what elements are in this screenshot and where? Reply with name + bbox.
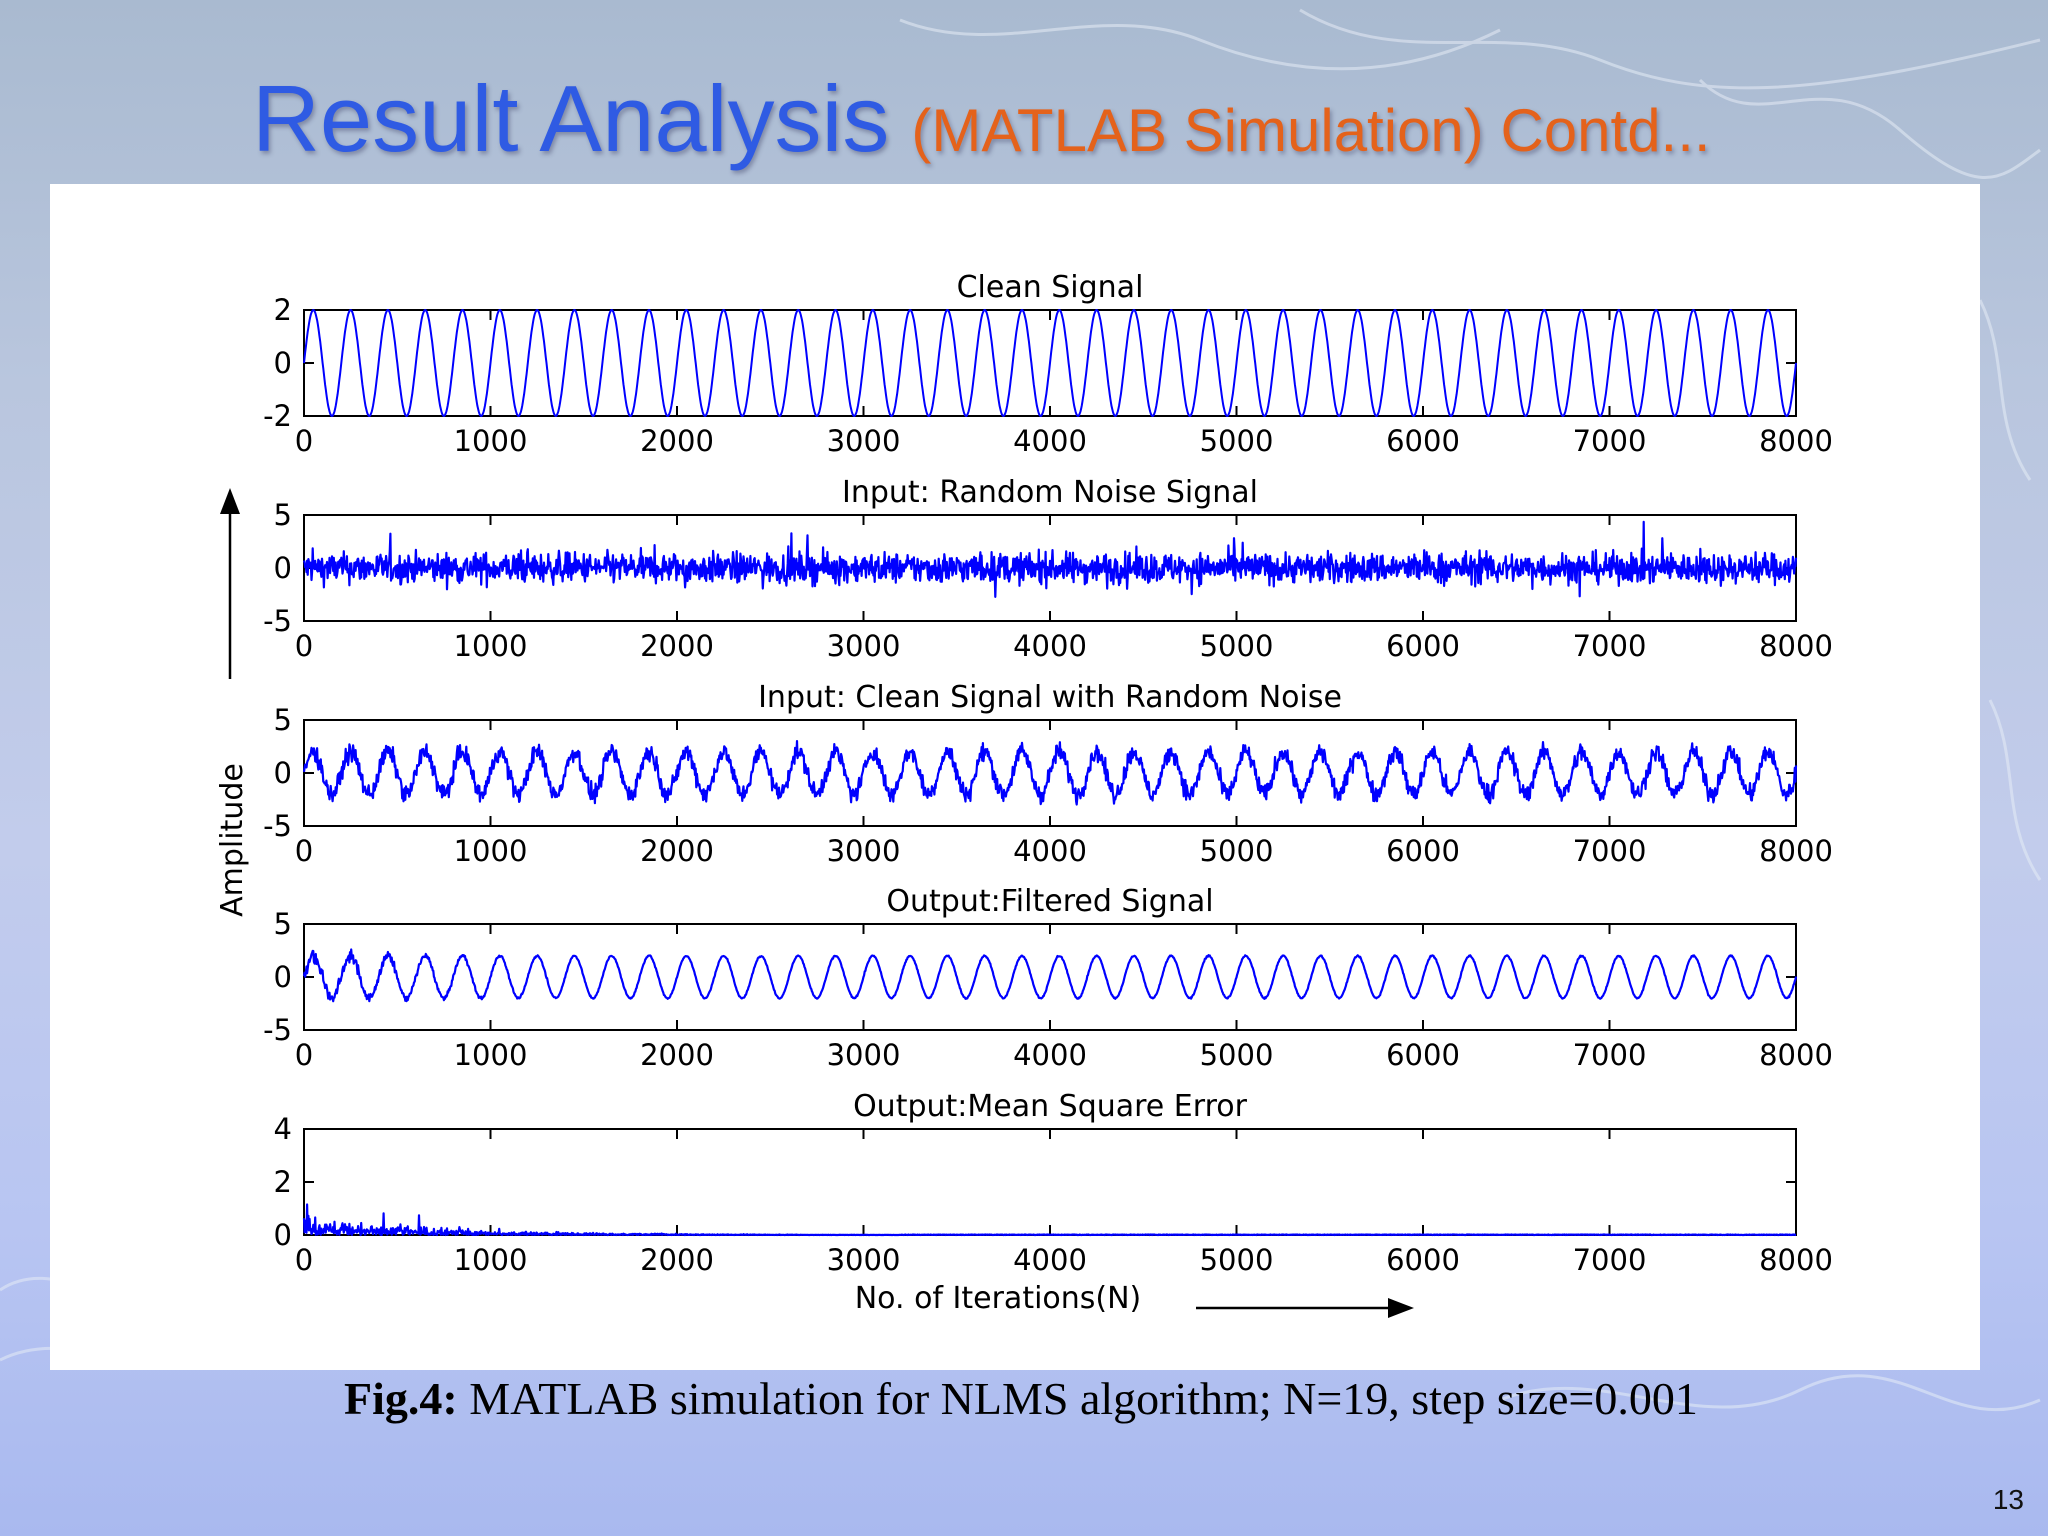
subplot-title-4: Output:Filtered Signal bbox=[886, 884, 1213, 919]
x-tick-label: 8000 bbox=[1759, 629, 1833, 663]
x-tick-label: 2000 bbox=[640, 1038, 714, 1072]
x-tick-label: 0 bbox=[295, 424, 313, 458]
y-tick-label: -5 bbox=[263, 1013, 292, 1047]
x-tick-label: 8000 bbox=[1759, 1038, 1833, 1072]
x-tick-label: 3000 bbox=[827, 1243, 901, 1277]
x-tick-label: 6000 bbox=[1386, 424, 1460, 458]
figure-caption: Fig.4: MATLAB simulation for NLMS algori… bbox=[344, 1372, 1698, 1425]
series-clean bbox=[303, 309, 1797, 417]
x-tick-label: 3000 bbox=[827, 629, 901, 663]
series-noise bbox=[302, 520, 1798, 598]
x-tick-label: 0 bbox=[295, 629, 313, 663]
x-tick-label: 2000 bbox=[640, 424, 714, 458]
page-number: 13 bbox=[1992, 1484, 2024, 1515]
x-tick-label: 6000 bbox=[1386, 629, 1460, 663]
x-tick-label: 4000 bbox=[1013, 1243, 1087, 1277]
x-tick-label: 5000 bbox=[1200, 1243, 1274, 1277]
x-tick-label: 4000 bbox=[1013, 1038, 1087, 1072]
title-sub: (MATLAB Simulation) Contd... bbox=[911, 97, 1711, 164]
x-tick-label: 7000 bbox=[1573, 1038, 1647, 1072]
x-tick-label: 1000 bbox=[454, 834, 528, 868]
x-tick-label: 8000 bbox=[1759, 1243, 1833, 1277]
y-tick-label: -2 bbox=[263, 399, 292, 433]
series-filtered bbox=[302, 948, 1798, 1003]
x-tick-label: 5000 bbox=[1200, 834, 1274, 868]
x-tick-label: 0 bbox=[295, 1038, 313, 1072]
x-tick-label: 8000 bbox=[1759, 424, 1833, 458]
x-tick-label: 7000 bbox=[1573, 629, 1647, 663]
x-tick-label: 3000 bbox=[827, 1038, 901, 1072]
series-noisy bbox=[302, 740, 1798, 806]
x-tick-label: 1000 bbox=[454, 424, 528, 458]
x-tick-label: 4000 bbox=[1013, 629, 1087, 663]
y-axis-arrow-head bbox=[220, 488, 240, 514]
x-tick-label: 3000 bbox=[827, 834, 901, 868]
x-tick-label: 2000 bbox=[640, 1243, 714, 1277]
subplot-axes-5 bbox=[303, 1128, 1797, 1236]
x-tick-label: 8000 bbox=[1759, 834, 1833, 868]
x-tick-label: 4000 bbox=[1013, 424, 1087, 458]
y-tick-label: 4 bbox=[274, 1112, 292, 1146]
y-tick-label: 5 bbox=[274, 907, 292, 941]
caption-label: Fig.4: bbox=[344, 1373, 458, 1424]
x-tick-label: 3000 bbox=[827, 424, 901, 458]
x-tick-label: 6000 bbox=[1386, 1038, 1460, 1072]
series-mse bbox=[302, 1203, 1797, 1237]
slide-title: Result Analysis (MATLAB Simulation) Contd… bbox=[252, 72, 1711, 166]
y-axis-label: Amplitude bbox=[215, 763, 250, 917]
caption-text: MATLAB simulation for NLMS algorithm; N=… bbox=[457, 1373, 1698, 1424]
x-tick-label: 6000 bbox=[1386, 834, 1460, 868]
subplot-title-5: Output:Mean Square Error bbox=[853, 1089, 1248, 1124]
title-main: Result Analysis bbox=[252, 66, 890, 171]
x-tick-label: 1000 bbox=[454, 1243, 528, 1277]
subplot-title-2: Input: Random Noise Signal bbox=[842, 475, 1258, 510]
x-tick-label: 5000 bbox=[1200, 424, 1274, 458]
subplot-title-3: Input: Clean Signal with Random Noise bbox=[758, 680, 1342, 715]
x-tick-label: 1000 bbox=[454, 1038, 528, 1072]
x-tick-label: 2000 bbox=[640, 834, 714, 868]
y-tick-label: 0 bbox=[274, 346, 292, 380]
y-tick-label: -5 bbox=[263, 809, 292, 843]
x-tick-label: 0 bbox=[295, 1243, 313, 1277]
x-tick-label: 5000 bbox=[1200, 1038, 1274, 1072]
x-tick-label: 2000 bbox=[640, 629, 714, 663]
x-tick-label: 0 bbox=[295, 834, 313, 868]
y-tick-label: -5 bbox=[263, 604, 292, 638]
x-tick-label: 7000 bbox=[1573, 1243, 1647, 1277]
y-tick-label: 5 bbox=[274, 498, 292, 532]
x-tick-label: 5000 bbox=[1200, 629, 1274, 663]
x-tick-label: 1000 bbox=[454, 629, 528, 663]
subplot-title-1: Clean Signal bbox=[957, 270, 1144, 305]
y-tick-label: 0 bbox=[274, 756, 292, 790]
y-tick-label: 0 bbox=[274, 1218, 292, 1252]
y-tick-label: 2 bbox=[274, 293, 292, 327]
x-tick-label: 7000 bbox=[1573, 424, 1647, 458]
y-tick-label: 5 bbox=[274, 703, 292, 737]
y-tick-label: 2 bbox=[274, 1165, 292, 1199]
x-tick-label: 6000 bbox=[1386, 1243, 1460, 1277]
x-axis-label: No. of Iterations(N) bbox=[855, 1281, 1142, 1316]
y-tick-label: 0 bbox=[274, 551, 292, 585]
x-axis-arrow-head bbox=[1388, 1298, 1414, 1318]
y-tick-label: 0 bbox=[274, 960, 292, 994]
x-tick-label: 4000 bbox=[1013, 834, 1087, 868]
figure-panel: Clean Signal 0 1000 2000 3000 4000 5000 6000 700… bbox=[50, 184, 1980, 1370]
x-tick-label: 7000 bbox=[1573, 834, 1647, 868]
